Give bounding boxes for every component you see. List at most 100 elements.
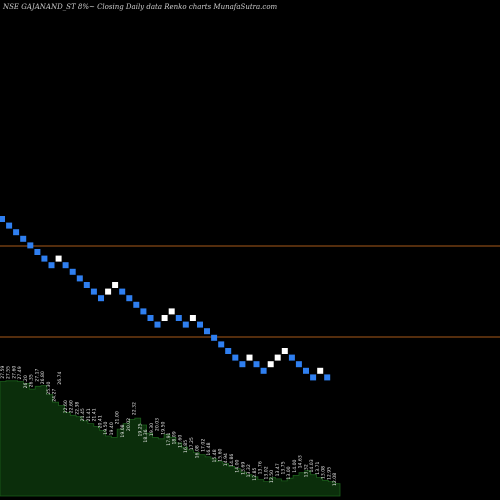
area-value-label: 14.94	[223, 453, 229, 466]
area-value-label: 13.71	[315, 461, 321, 474]
area-value-label: 27.17	[34, 368, 40, 381]
volume-area	[0, 380, 341, 497]
area-value-label: 14.63	[298, 455, 304, 468]
area-value-label: 13.08	[321, 466, 327, 479]
renko-brick-21-down	[140, 308, 147, 315]
area-value-label: 20.41	[97, 415, 103, 428]
renko-brick-13-down	[83, 282, 90, 288]
renko-bricks	[0, 216, 331, 381]
area-value-label: 15.60	[218, 448, 224, 461]
area-value-label: 21.00	[115, 411, 121, 424]
area-value-label: 27.60	[11, 366, 17, 379]
area-value-label: 19.50	[103, 421, 109, 434]
area-value-label: 22.32	[132, 402, 138, 415]
area-value-label: 16.48	[206, 442, 212, 455]
area-value-label: 18.36	[143, 429, 149, 442]
renko-brick-46-up	[317, 367, 324, 374]
renko-brick-4-down	[20, 235, 27, 242]
area-value-label: 13.76	[258, 461, 264, 474]
renko-brick-20-down	[133, 301, 140, 308]
renko-brick-35-down	[239, 361, 246, 368]
area-value-label: 17.25	[189, 437, 195, 450]
area-value-label: 19.25	[137, 423, 143, 436]
renko-brick-28-up	[189, 315, 196, 321]
area-value-label: 12.85	[252, 467, 258, 480]
renko-brick-24-up	[161, 315, 168, 321]
area-value-label: 27.55	[6, 366, 12, 379]
area-value-label: 13.75	[281, 461, 287, 474]
renko-brick-11-down	[69, 268, 76, 275]
area-value-label: 12.08	[332, 473, 338, 486]
renko-brick-19-down	[126, 295, 133, 302]
renko-brick-2-down	[6, 222, 13, 229]
area-value-label: 27.59	[0, 366, 6, 379]
area-value-label: 13.00	[286, 466, 292, 479]
renko-brick-22-down	[147, 315, 154, 321]
area-value-label: 22.60	[69, 400, 75, 413]
renko-brick-25-up	[168, 308, 175, 315]
area-value-label: 19.50	[160, 421, 166, 434]
area-value-label: 25.30	[46, 381, 52, 394]
renko-brick-17-up	[112, 282, 119, 288]
renko-brick-30-down	[204, 328, 210, 335]
renko-brick-34-down	[232, 354, 239, 361]
renko-brick-12-down	[76, 275, 83, 282]
area-value-label: 27.49	[17, 366, 23, 379]
area-value-label: 14.00	[292, 459, 298, 472]
renko-brick-6-down	[34, 249, 41, 255]
renko-brick-7-down	[41, 255, 48, 262]
area-value-label: 19.08	[120, 424, 126, 437]
area-value-label: 13.32	[246, 464, 252, 477]
area-value-label: 21.41	[92, 408, 98, 421]
area-value-label: 19.40	[109, 422, 115, 435]
renko-brick-26-down	[175, 315, 182, 321]
renko-brick-29-down	[197, 321, 203, 328]
area-value-label: 18.09	[172, 431, 178, 444]
chart-title: NSE GAJANAND_ST 8%~ Closing Daily data R…	[2, 3, 278, 11]
area-value-label: 26.74	[57, 371, 63, 384]
renko-brick-27-down	[182, 321, 189, 328]
renko-brick-14-down	[90, 288, 97, 295]
renko-brick-10-down	[62, 262, 69, 269]
area-value-label: 14.00	[235, 459, 241, 472]
reference-lines	[0, 245, 500, 338]
area-value-label: 13.02	[263, 466, 269, 479]
area-value-label: 20.03	[155, 418, 161, 431]
renko-brick-39-up	[267, 361, 274, 368]
renko-brick-38-down	[260, 367, 267, 374]
renko-brick-43-down	[295, 361, 302, 368]
area-value-label: 14.86	[229, 454, 235, 467]
area-value-label: 13.32	[303, 464, 309, 477]
area-value-label: 21.45	[80, 408, 86, 421]
area-value-label: 26.35	[29, 374, 35, 387]
area-value-label: 13.47	[275, 463, 281, 476]
area-value-label: 26.80	[40, 371, 46, 384]
area-value-label: 13.69	[240, 462, 246, 475]
renko-brick-45-down	[310, 374, 317, 381]
area-value-label: 22.60	[63, 400, 69, 413]
renko-brick-9-up	[55, 255, 62, 262]
renko-brick-44-down	[303, 367, 309, 374]
renko-brick-47-down	[324, 374, 331, 381]
area-value-label: 19.30	[149, 423, 155, 436]
area-value-label: 26.20	[23, 375, 29, 388]
renko-brick-8-down	[48, 262, 55, 269]
renko-brick-23-down	[154, 321, 161, 328]
area-value-label: 17.02	[200, 439, 206, 452]
renko-brick-3-down	[13, 229, 20, 236]
renko-brick-18-down	[119, 288, 126, 295]
area-value-label: 21.41	[86, 408, 92, 421]
area-value-label: 17.91	[166, 432, 172, 445]
area-value-label: 14.03	[309, 459, 315, 472]
renko-brick-32-down	[218, 341, 225, 348]
renko-brick-41-up	[281, 348, 288, 354]
area-value-label: 24.27	[52, 389, 58, 402]
renko-brick-5-down	[27, 242, 34, 249]
area-value-label: 12.95	[326, 467, 332, 480]
renko-brick-31-down	[211, 334, 218, 341]
area-value-label: 17.60	[177, 435, 183, 448]
renko-brick-36-up	[246, 354, 253, 361]
